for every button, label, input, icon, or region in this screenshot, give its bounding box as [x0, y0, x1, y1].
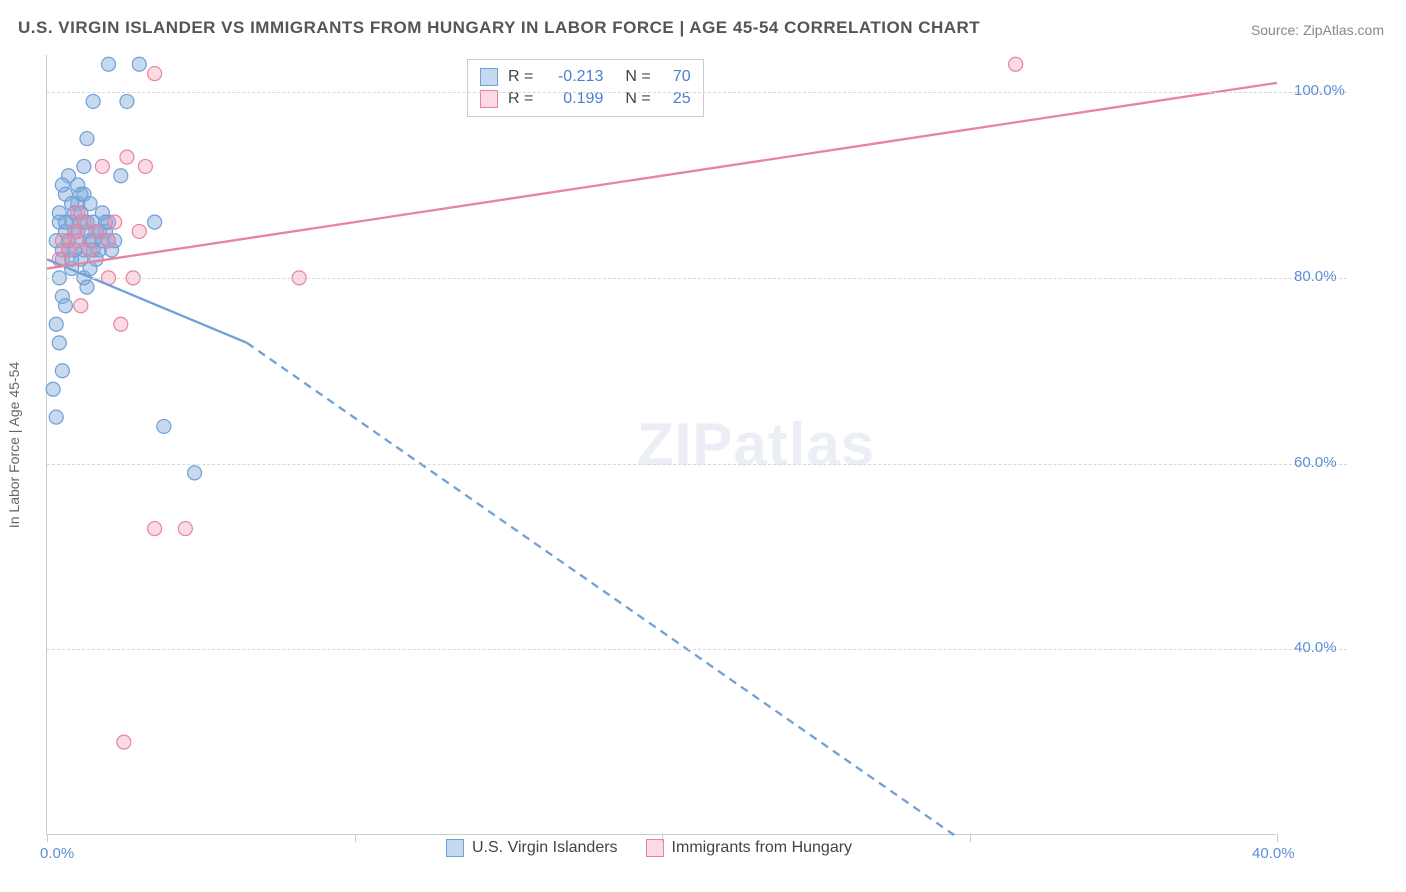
plot-area: ZIPatlas R = -0.213 N = 70 R = 0.199 N =…: [46, 55, 1276, 835]
r-label: R =: [508, 68, 533, 86]
swatch-blue-icon: [480, 68, 498, 86]
legend-item-blue: U.S. Virgin Islanders: [446, 839, 618, 857]
series-legend: U.S. Virgin Islanders Immigrants from Hu…: [446, 839, 852, 857]
n-value-blue: 70: [661, 68, 691, 86]
swatch-blue-icon: [446, 839, 464, 857]
chart-title: U.S. VIRGIN ISLANDER VS IMMIGRANTS FROM …: [18, 18, 980, 38]
scatter-svg: [47, 55, 1277, 835]
n-label: N =: [625, 68, 650, 86]
legend-label-pink: Immigrants from Hungary: [672, 839, 853, 857]
legend-label-blue: U.S. Virgin Islanders: [472, 839, 618, 857]
legend-item-pink: Immigrants from Hungary: [646, 839, 853, 857]
r-value-blue: -0.213: [543, 68, 603, 86]
y-axis-label: In Labor Force | Age 45-54: [6, 362, 22, 528]
swatch-pink-icon: [646, 839, 664, 857]
source-attribution: Source: ZipAtlas.com: [1251, 22, 1384, 38]
legend-row-blue: R = -0.213 N = 70: [480, 66, 691, 88]
chart-container: In Labor Force | Age 45-54 ZIPatlas R = …: [46, 55, 1386, 855]
correlation-legend: R = -0.213 N = 70 R = 0.199 N = 25: [467, 59, 704, 117]
